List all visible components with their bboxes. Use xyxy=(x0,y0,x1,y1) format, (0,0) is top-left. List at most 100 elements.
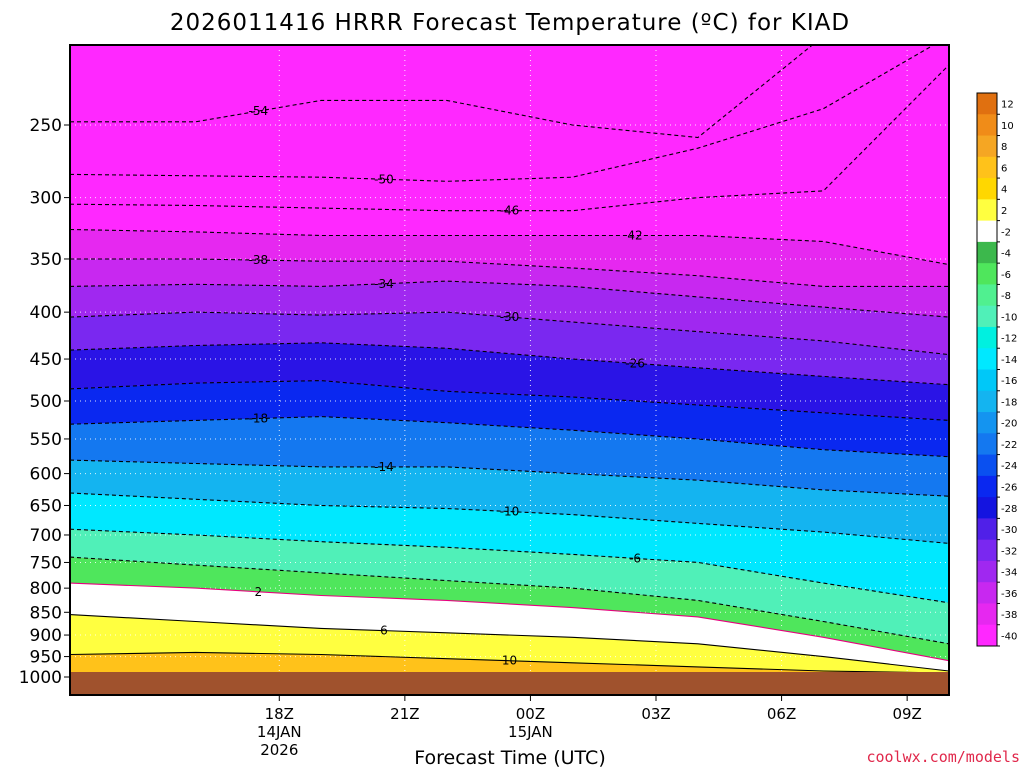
colorbar-swatch xyxy=(977,518,997,541)
plot-frame xyxy=(69,44,950,696)
x-tick-label: 15JAN xyxy=(508,723,553,741)
contour-label: 10 xyxy=(502,654,517,668)
y-tick-label: 450 xyxy=(30,350,62,370)
contour-label-group: -34 xyxy=(374,277,394,291)
y-tick-label: 400 xyxy=(30,303,62,323)
contour-label: -46 xyxy=(500,204,520,218)
colorbar-label: -32 xyxy=(1001,546,1017,557)
colorbar-label: 2 xyxy=(1001,206,1007,217)
x-tick-label: 18Z xyxy=(265,705,294,723)
colorbar-swatch xyxy=(977,241,997,264)
x-tick-label: 2026 xyxy=(260,741,298,759)
colorbar-label: -2 xyxy=(1001,227,1011,238)
colorbar-label: 4 xyxy=(1001,185,1007,196)
colorbar-label: -16 xyxy=(1001,376,1017,387)
contour-label-group: -10 xyxy=(500,505,520,519)
colorbar-label: -10 xyxy=(1001,312,1017,323)
temperature-bands xyxy=(70,45,949,695)
colorbar-label: -40 xyxy=(1001,631,1017,642)
ground-below-surface xyxy=(70,672,949,695)
colorbar-swatch xyxy=(977,539,997,562)
colorbar-swatch xyxy=(977,135,997,158)
y-tick-label: 850 xyxy=(30,603,62,623)
contour-label-group: 10 xyxy=(502,654,517,668)
colorbar-label: 10 xyxy=(1001,121,1014,132)
y-tick-label: 500 xyxy=(30,392,62,412)
colorbar-swatch xyxy=(977,560,997,583)
colorbar-swatch xyxy=(977,326,997,349)
colorbar-swatch xyxy=(977,412,997,434)
contour-label-group: -18 xyxy=(249,412,269,426)
colorbar-label: -18 xyxy=(1001,397,1017,408)
isotherm-line xyxy=(70,45,814,139)
temp-band xyxy=(70,342,949,421)
colorbar-label: -8 xyxy=(1001,291,1011,302)
contour-label-group: 42 xyxy=(627,229,642,243)
contour-label: -30 xyxy=(500,310,520,324)
x-axis-label: Forecast Time (UTC) xyxy=(414,747,605,768)
temp-band xyxy=(70,583,949,671)
contour-label: -14 xyxy=(374,460,394,474)
chart-title: 2026011416 HRRR Forecast Temperature (ºC… xyxy=(170,10,850,36)
colorbar-swatch xyxy=(977,454,997,477)
contour-label: -10 xyxy=(500,505,520,519)
x-tick-label: 14JAN xyxy=(257,723,302,741)
colorbar-label: -4 xyxy=(1001,249,1011,260)
x-tick-label: 00Z xyxy=(516,705,545,723)
x-tick-label: 03Z xyxy=(641,705,670,723)
x-tick-label: 06Z xyxy=(767,705,796,723)
colorbar-label: -14 xyxy=(1001,355,1017,366)
temp-band xyxy=(70,312,949,385)
contour-label: -50 xyxy=(374,172,394,186)
contour-label: 42 xyxy=(627,229,642,243)
contour-label: -34 xyxy=(374,277,394,291)
y-tick-label: 600 xyxy=(30,465,62,485)
temp-band xyxy=(70,416,949,497)
colorbar-swatch xyxy=(977,433,997,456)
temp-band xyxy=(70,259,949,318)
temp-band xyxy=(70,529,949,644)
colorbar-swatch xyxy=(977,390,997,413)
colorbar-swatch xyxy=(977,475,997,498)
colorbar-swatch xyxy=(977,93,997,115)
colorbar-swatch xyxy=(977,199,997,222)
colorbar-swatch xyxy=(977,114,997,137)
colorbar-swatch xyxy=(977,220,997,243)
colorbar-label: -22 xyxy=(1001,440,1017,451)
colorbar-label: -12 xyxy=(1001,334,1017,345)
contour-label-group: 6 xyxy=(380,624,388,638)
y-tick-label: 350 xyxy=(30,250,62,270)
colorbar-label: 6 xyxy=(1001,163,1007,174)
colorbar-swatch xyxy=(977,497,997,519)
contour-label: -6 xyxy=(629,551,641,565)
plot-area: -54 -50 -46 42 -38 -34 -30 -26 -18 -14 -10 -6 2 6 10 xyxy=(70,45,949,695)
contour-label-group: -46 xyxy=(500,204,520,218)
colorbar-label: -28 xyxy=(1001,504,1017,515)
colorbar-label: 12 xyxy=(1001,100,1014,111)
contour-label: -26 xyxy=(625,356,645,370)
temp-band xyxy=(70,557,949,661)
contour-label-group: -54 xyxy=(249,104,269,118)
contour-label: -54 xyxy=(249,104,269,118)
y-tick-label: 650 xyxy=(30,496,62,516)
temp-band xyxy=(70,45,949,211)
y-tick-label: 550 xyxy=(30,430,62,450)
temp-band xyxy=(70,614,949,673)
contour-label-group: -30 xyxy=(500,310,520,324)
colorbar-swatch xyxy=(977,178,997,200)
isotherm-line xyxy=(70,582,949,662)
y-tick-label: 250 xyxy=(30,116,62,136)
isotherm-line xyxy=(70,556,949,645)
colorbar-swatch xyxy=(977,603,997,626)
colorbar-label: -26 xyxy=(1001,482,1017,493)
x-tick-label: 21Z xyxy=(390,705,419,723)
y-tick-label: 300 xyxy=(30,189,62,209)
colorbar-label: -6 xyxy=(1001,270,1011,281)
source-credit: coolwx.com/models xyxy=(866,748,1020,766)
colorbar-label: -20 xyxy=(1001,419,1017,430)
y-tick-label: 700 xyxy=(30,526,62,546)
colorbar-swatch xyxy=(977,263,997,285)
colorbar-label: -36 xyxy=(1001,589,1017,600)
